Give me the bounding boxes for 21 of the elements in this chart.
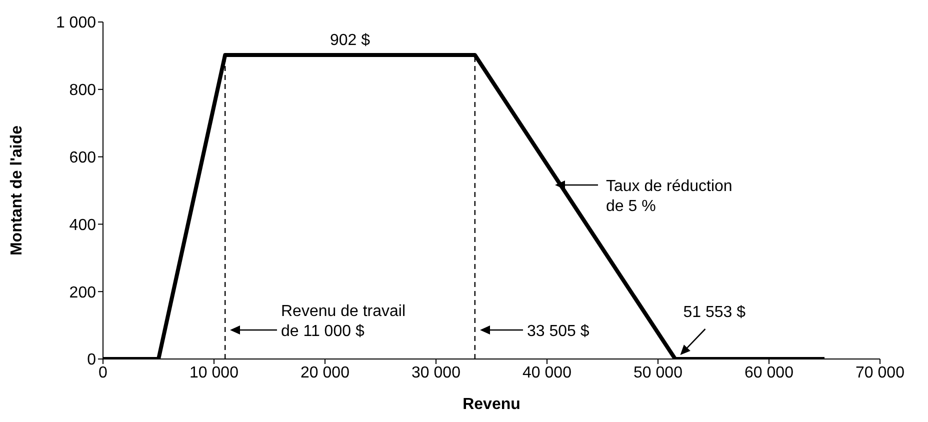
- x-tick-label: 0: [98, 364, 108, 382]
- annotation: 51 553 $: [683, 304, 746, 321]
- x-tick-label: 10 000: [190, 364, 239, 382]
- x-tick-label: 20 000: [300, 364, 350, 382]
- y-tick-label: 1 000: [56, 14, 96, 32]
- y-tick-label: 400: [69, 216, 96, 234]
- x-tick-label: 30 000: [412, 364, 461, 382]
- x-tick-label: 70 000: [856, 364, 905, 382]
- y-axis-title: Montant de l'aide: [8, 125, 26, 256]
- annotation: 33 505 $: [527, 323, 590, 340]
- x-tick-label: 60 000: [744, 364, 794, 382]
- annotation: Revenu de travail de 11 000 $: [281, 303, 406, 340]
- x-axis-title: Revenu: [462, 396, 520, 413]
- y-tick-label: 600: [69, 149, 96, 166]
- annotation: 902 $: [330, 32, 370, 50]
- y-tick-label: 800: [69, 82, 96, 100]
- y-tick-label: 0: [87, 352, 96, 369]
- x-tick-label: 40 000: [522, 364, 572, 382]
- annotation: Taux de réduction de 5 %: [606, 178, 732, 215]
- x-tick-label: 50 000: [634, 364, 683, 382]
- y-tick-label: 200: [69, 284, 96, 302]
